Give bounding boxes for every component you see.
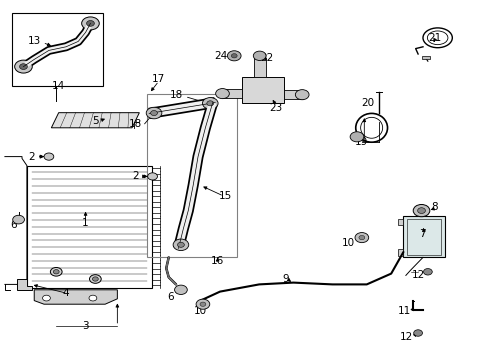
Text: 1: 1 [82,218,89,228]
Bar [283,90,303,99]
Text: 18: 18 [170,90,183,100]
Text: 6: 6 [166,292,173,302]
Circle shape [173,239,188,251]
Text: 21: 21 [427,33,441,43]
Text: 19: 19 [354,137,368,147]
Circle shape [253,51,265,60]
Polygon shape [17,279,32,290]
Circle shape [146,107,162,119]
Text: 10: 10 [341,238,354,248]
Circle shape [92,277,98,281]
Circle shape [354,233,368,243]
Circle shape [86,21,94,26]
Circle shape [177,242,184,247]
Circle shape [44,153,54,160]
Circle shape [89,295,97,301]
Bar [222,89,242,98]
Circle shape [412,204,429,217]
Text: 20: 20 [360,98,373,108]
Circle shape [20,64,27,69]
Bar [253,58,265,77]
Text: 5: 5 [92,116,99,126]
Bar [12,13,102,86]
Circle shape [81,17,99,30]
Circle shape [206,101,213,106]
Text: 4: 4 [62,288,69,298]
Circle shape [423,269,431,275]
Circle shape [358,235,364,240]
Circle shape [349,132,363,142]
Circle shape [215,89,229,99]
Text: 11: 11 [397,306,410,316]
Circle shape [417,208,425,213]
Text: 12: 12 [411,270,425,280]
Circle shape [413,330,422,336]
Text: 7: 7 [418,229,425,239]
Text: 23: 23 [269,103,283,113]
Circle shape [200,302,205,306]
Text: 8: 8 [430,202,437,212]
Polygon shape [34,290,117,304]
Bar [403,216,444,257]
Bar [27,166,151,288]
Text: 9: 9 [282,274,289,284]
Polygon shape [51,113,139,128]
Bar [146,94,237,257]
Text: 14: 14 [52,81,65,91]
Text: 2: 2 [132,171,139,181]
Text: 18: 18 [128,119,142,129]
Text: 3: 3 [82,321,89,331]
Text: 17: 17 [152,74,165,84]
Bar [406,219,440,255]
Circle shape [295,90,308,100]
Text: 15: 15 [218,191,231,201]
Text: 10: 10 [194,306,206,316]
Circle shape [89,275,101,283]
Circle shape [42,295,50,301]
Circle shape [53,270,59,274]
Circle shape [202,98,218,109]
Bar [397,249,403,256]
Circle shape [13,215,24,224]
Text: 16: 16 [210,256,224,266]
Bar [397,219,403,225]
Circle shape [147,173,157,180]
Bar [421,56,429,59]
Circle shape [15,60,32,73]
Text: 2: 2 [28,152,35,162]
Circle shape [174,285,187,294]
Text: 12: 12 [399,332,412,342]
Text: 22: 22 [259,53,273,63]
Circle shape [231,54,237,58]
Circle shape [227,51,241,61]
Circle shape [196,299,209,309]
Text: 6: 6 [10,220,17,230]
Text: 24: 24 [214,51,227,61]
Bar [242,77,283,103]
Circle shape [50,267,62,276]
Text: 13: 13 [27,36,41,46]
Circle shape [150,111,157,116]
